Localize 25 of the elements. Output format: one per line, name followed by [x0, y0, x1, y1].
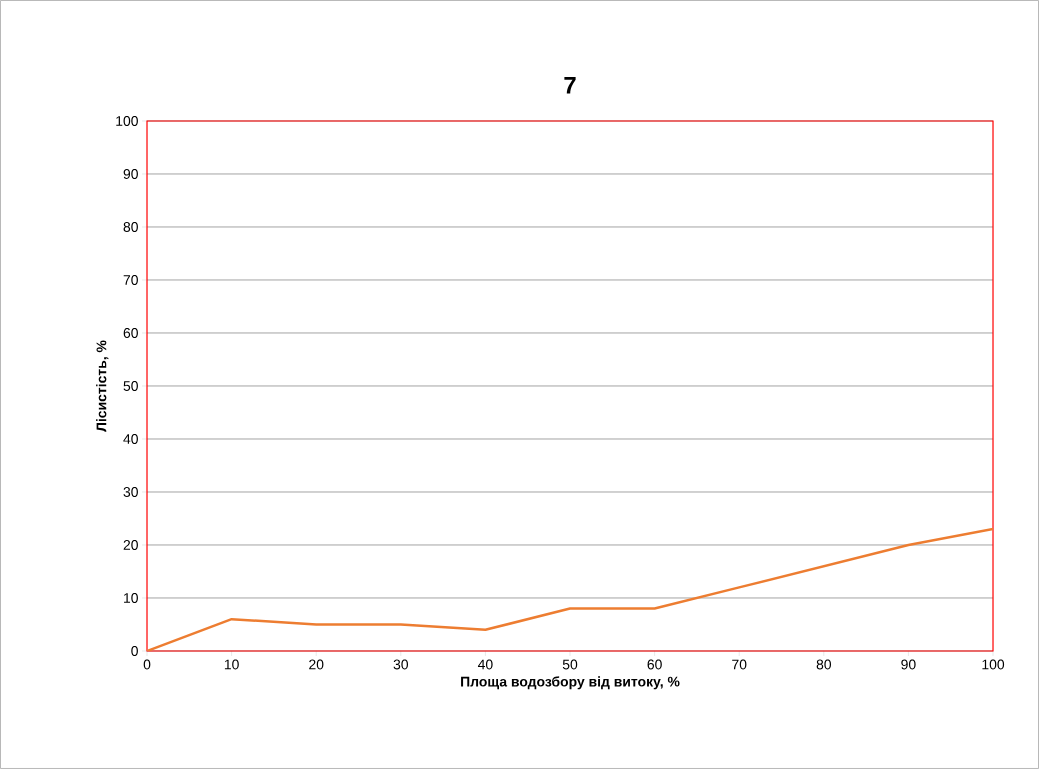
x-axis-title: Площа водозбору від витоку, %: [461, 676, 680, 690]
x-tick-label: 10: [224, 659, 239, 670]
x-tick-label: 80: [816, 659, 832, 670]
y-tick-label: 70: [123, 275, 138, 285]
x-tick-label: 40: [477, 659, 493, 670]
y-tick-label: 10: [124, 593, 138, 603]
y-tick-label: 80: [123, 222, 138, 232]
x-tick-label: 30: [393, 659, 409, 670]
x-tick-label: 50: [562, 659, 578, 670]
x-tick-label: 100: [982, 659, 1005, 670]
y-tick-label: 30: [123, 487, 138, 497]
y-tick-label: 60: [123, 328, 138, 338]
y-tick-label: 100: [116, 116, 138, 126]
y-tick-label: 50: [123, 381, 138, 391]
x-tick-label: 60: [647, 659, 662, 670]
x-tick-label: 90: [901, 659, 916, 670]
y-tick-label: 20: [123, 540, 138, 550]
chart-title: 7: [564, 77, 576, 94]
y-tick-label: 90: [123, 169, 138, 179]
x-tick-label: 0: [143, 659, 151, 670]
x-tick-label: 20: [309, 659, 324, 670]
x-tick-label: 70: [732, 659, 747, 670]
y-tick-label: 0: [131, 646, 138, 656]
y-tick-label: 40: [123, 434, 138, 444]
y-axis-title: Лісистість, %: [96, 340, 109, 432]
